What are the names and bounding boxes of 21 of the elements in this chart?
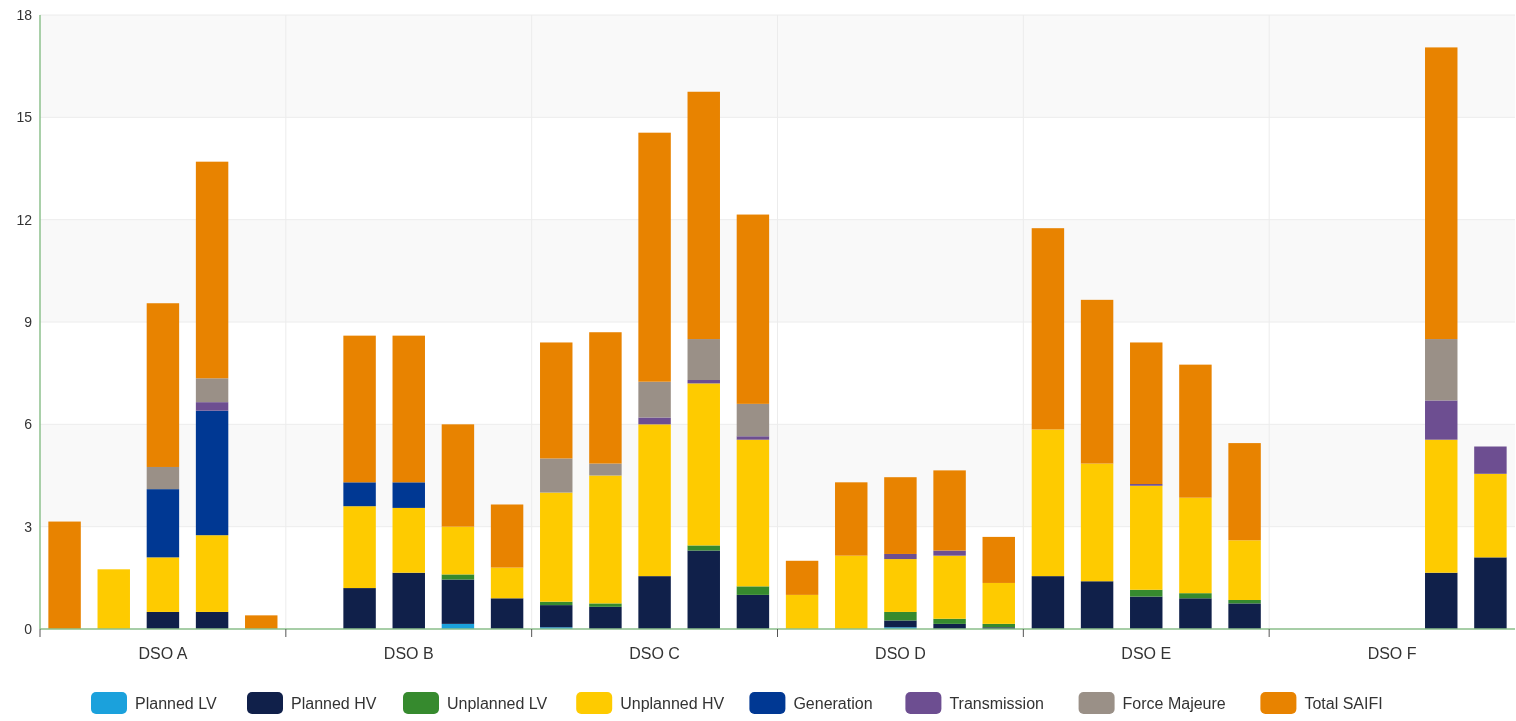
y-tick-label: 0 xyxy=(24,620,33,637)
legend-label: Unplanned HV xyxy=(620,695,725,712)
y-tick-label: 9 xyxy=(24,313,33,330)
y-tick-label: 12 xyxy=(16,211,33,228)
y-tick-label: 15 xyxy=(16,109,33,126)
legend-label: Total SAIFI xyxy=(1304,695,1383,712)
legend-label: Planned HV xyxy=(291,695,377,712)
x-tick-label: DSO B xyxy=(383,645,434,662)
x-tick-label: DSO F xyxy=(1367,645,1417,662)
x-tick-label: DSO C xyxy=(629,645,680,662)
y-tick-label: 18 xyxy=(16,6,33,23)
x-tick-label: DSO D xyxy=(875,645,926,662)
legend-label: Force Majeure xyxy=(1122,695,1226,712)
legend-label: Planned LV xyxy=(135,695,217,712)
x-tick-label: DSO A xyxy=(138,645,188,662)
y-tick-label: 3 xyxy=(24,518,33,535)
legend-label: Transmission xyxy=(949,695,1044,712)
legend-label: Unplanned LV xyxy=(447,695,548,712)
y-tick-label: 6 xyxy=(24,416,33,433)
legend-label: Generation xyxy=(793,695,873,712)
x-tick-label: DSO E xyxy=(1121,645,1172,662)
